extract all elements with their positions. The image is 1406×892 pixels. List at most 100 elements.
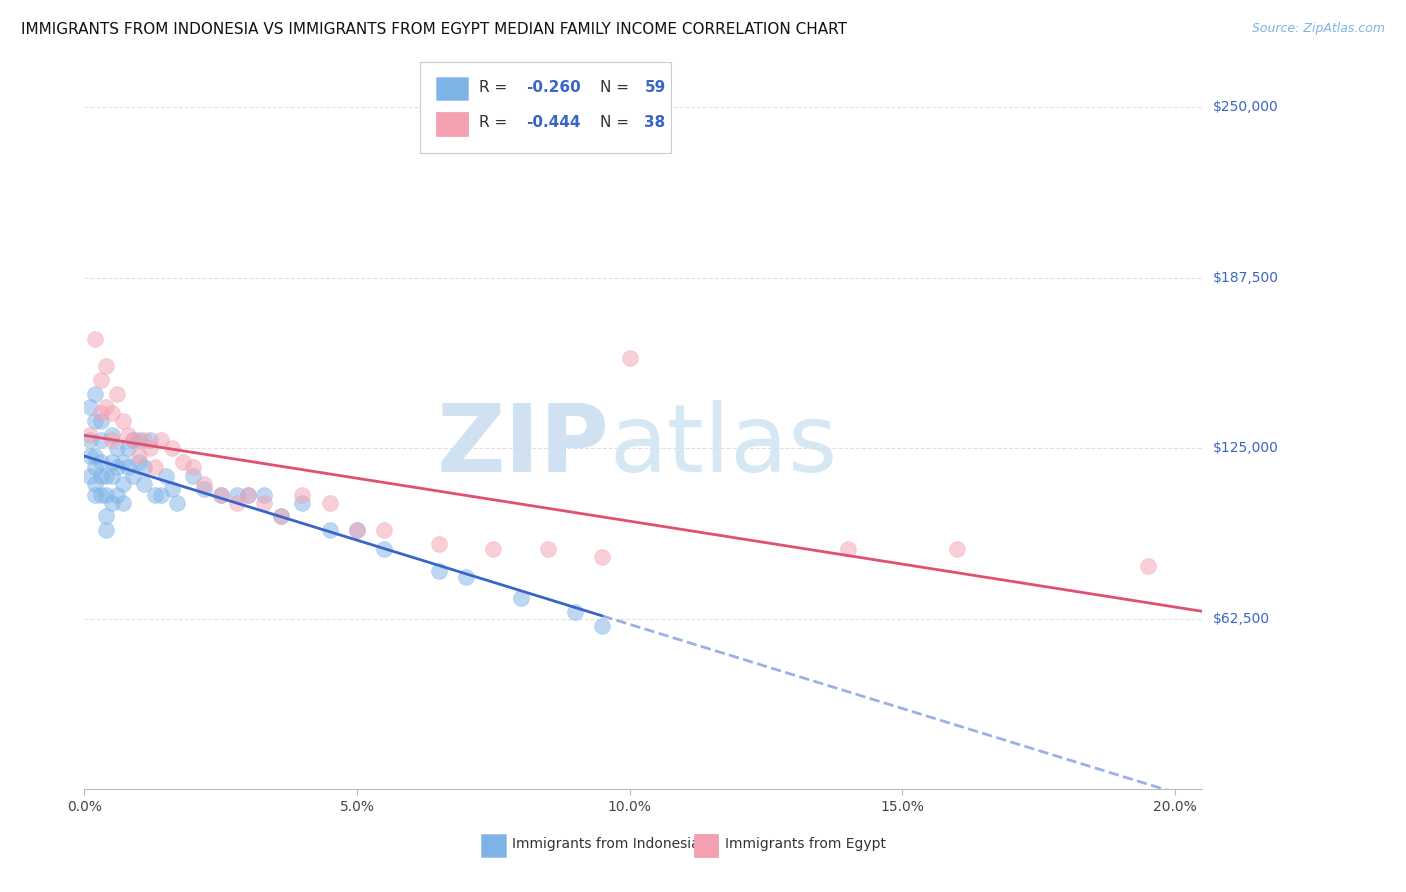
Text: -0.260: -0.260 <box>526 79 581 95</box>
Point <box>155 468 177 483</box>
Point <box>111 455 134 469</box>
Text: Immigrants from Egypt: Immigrants from Egypt <box>725 838 886 851</box>
Point <box>122 468 145 483</box>
Point <box>160 482 183 496</box>
Point <box>84 386 107 401</box>
Point <box>105 386 128 401</box>
Point <box>96 523 118 537</box>
Point <box>100 455 122 469</box>
Point <box>837 542 859 557</box>
Point <box>537 542 560 557</box>
Point <box>105 488 128 502</box>
Point <box>291 488 314 502</box>
Text: $125,000: $125,000 <box>1213 442 1279 455</box>
Point <box>183 468 205 483</box>
Point <box>122 433 145 447</box>
Point <box>346 523 368 537</box>
Point <box>236 488 259 502</box>
Point <box>149 488 172 502</box>
Text: R =: R = <box>479 79 512 95</box>
Point <box>128 455 150 469</box>
Point <box>226 488 249 502</box>
Point <box>79 401 101 415</box>
Point <box>149 433 172 447</box>
Text: N =: N = <box>599 115 634 130</box>
Point <box>100 406 122 420</box>
Point <box>373 523 395 537</box>
Text: Source: ZipAtlas.com: Source: ZipAtlas.com <box>1251 22 1385 36</box>
Point <box>134 433 156 447</box>
Point <box>84 460 107 475</box>
Point <box>90 488 112 502</box>
FancyBboxPatch shape <box>436 112 468 136</box>
Point <box>84 488 107 502</box>
Point <box>96 488 118 502</box>
FancyBboxPatch shape <box>436 77 468 101</box>
Point <box>100 427 122 442</box>
Point <box>427 564 450 578</box>
Text: Immigrants from Indonesia: Immigrants from Indonesia <box>512 838 700 851</box>
Point <box>111 414 134 428</box>
Point <box>591 618 613 632</box>
Text: $250,000: $250,000 <box>1213 100 1279 114</box>
Point <box>509 591 531 606</box>
Text: $187,500: $187,500 <box>1213 270 1279 285</box>
Point <box>373 542 395 557</box>
Point <box>139 433 162 447</box>
Point <box>166 496 188 510</box>
Point <box>128 450 150 464</box>
Point <box>253 496 276 510</box>
Point <box>128 433 150 447</box>
Point <box>209 488 232 502</box>
Point <box>183 460 205 475</box>
Point <box>117 427 139 442</box>
Point <box>427 537 450 551</box>
Point <box>79 450 101 464</box>
Point <box>454 569 477 583</box>
Point <box>79 433 101 447</box>
Point <box>105 460 128 475</box>
Point <box>143 460 166 475</box>
Point <box>564 605 586 619</box>
FancyBboxPatch shape <box>481 834 506 857</box>
Point <box>100 433 122 447</box>
Point <box>84 476 107 491</box>
Text: IMMIGRANTS FROM INDONESIA VS IMMIGRANTS FROM EGYPT MEDIAN FAMILY INCOME CORRELAT: IMMIGRANTS FROM INDONESIA VS IMMIGRANTS … <box>21 22 846 37</box>
Point <box>90 468 112 483</box>
Point <box>1136 558 1159 573</box>
Point <box>96 468 118 483</box>
Text: $62,500: $62,500 <box>1213 612 1271 626</box>
Point <box>90 406 112 420</box>
Point <box>84 414 107 428</box>
Point <box>226 496 249 510</box>
Point <box>236 488 259 502</box>
Point <box>90 455 112 469</box>
Point <box>100 468 122 483</box>
Text: 38: 38 <box>644 115 665 130</box>
Point <box>193 476 215 491</box>
Point <box>945 542 967 557</box>
Point <box>160 442 183 456</box>
Point <box>84 450 107 464</box>
Text: atlas: atlas <box>610 400 838 491</box>
Point <box>591 550 613 565</box>
Point <box>143 488 166 502</box>
Point <box>79 427 101 442</box>
FancyBboxPatch shape <box>693 834 718 857</box>
Point <box>117 460 139 475</box>
Point <box>111 496 134 510</box>
Point <box>90 433 112 447</box>
Point <box>84 332 107 346</box>
Point <box>253 488 276 502</box>
Point <box>209 488 232 502</box>
Point <box>193 482 215 496</box>
Point <box>90 414 112 428</box>
Point <box>96 401 118 415</box>
Point <box>122 433 145 447</box>
Point <box>619 351 641 366</box>
Point <box>105 442 128 456</box>
Point <box>79 468 101 483</box>
Point <box>100 496 122 510</box>
Point <box>96 359 118 374</box>
Point <box>134 460 156 475</box>
